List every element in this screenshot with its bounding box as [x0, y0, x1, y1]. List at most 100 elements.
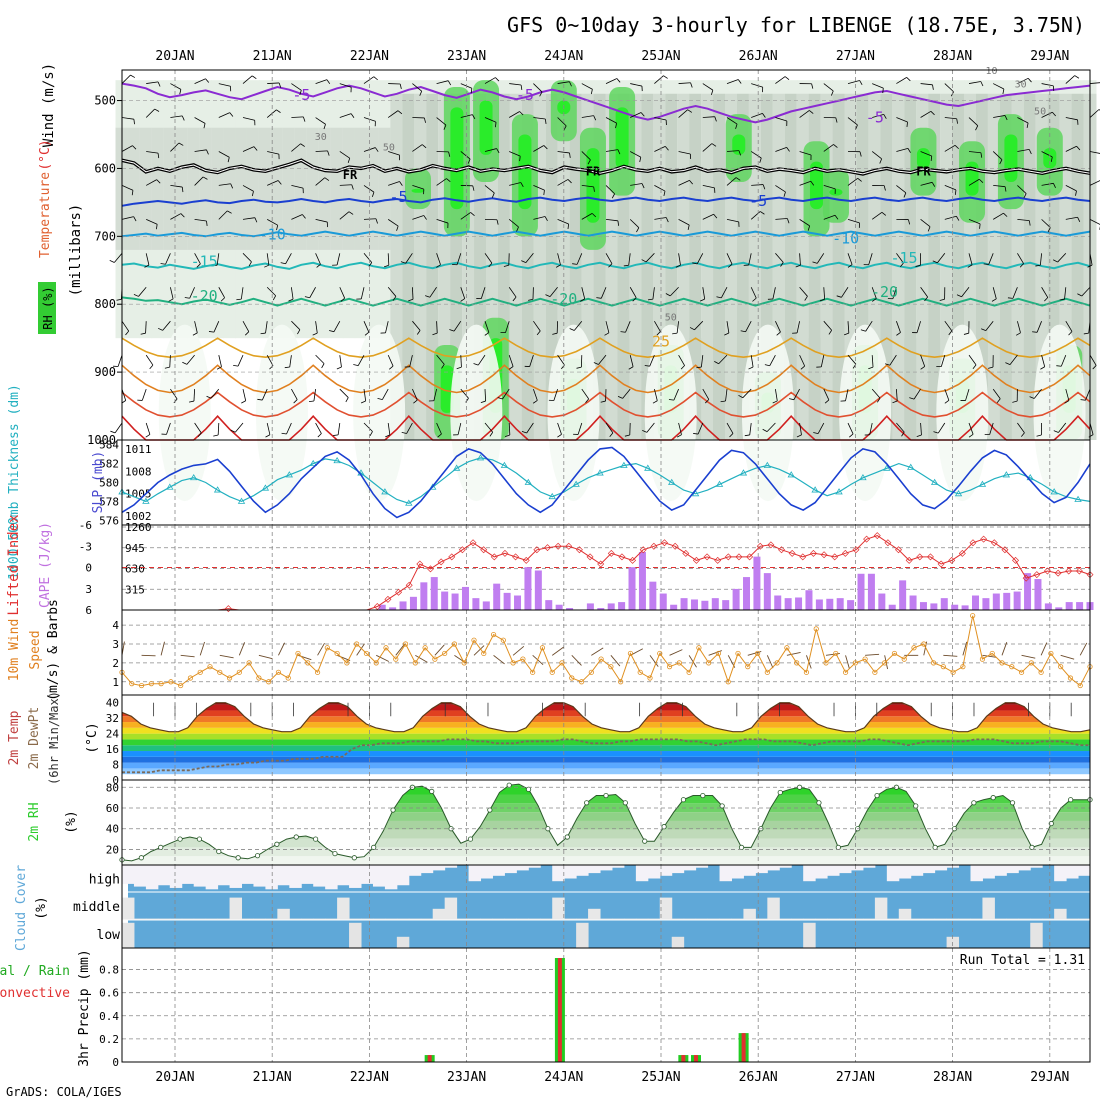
temp-band: [122, 716, 1090, 723]
ylabel-millibars: (millibars): [68, 204, 84, 297]
wind-barb: [968, 253, 973, 265]
wind-barb: [745, 321, 752, 332]
wind-barb: [218, 112, 230, 118]
wind-barb: [502, 388, 510, 400]
wind-barb-flag: [497, 397, 503, 400]
li-marker: [1033, 571, 1041, 579]
cape-bar: [493, 583, 501, 610]
wind-barb: [436, 218, 449, 224]
wind-barb-flag: [276, 225, 279, 231]
wind-barb-flag: [748, 366, 754, 370]
wind-barb: [473, 645, 485, 656]
wind-barb-flag: [447, 80, 452, 86]
cloud-clear-high: [361, 865, 374, 884]
isotherm-label: -10: [832, 229, 859, 247]
wind-barb: [989, 422, 994, 435]
thickness-marker: [524, 478, 533, 485]
thickness-marker: [883, 464, 891, 471]
wind-barb: [742, 388, 752, 398]
cloud-clear-middle: [408, 918, 422, 920]
wind-barb: [217, 423, 220, 436]
wind-barb: [412, 185, 424, 190]
rh-marker: [661, 824, 667, 830]
wind-barb: [218, 287, 225, 298]
cape-bar: [940, 598, 948, 610]
wind-barb-flag: [157, 153, 160, 159]
wind-barb: [993, 115, 1006, 118]
wind-barb-flag: [1015, 332, 1021, 336]
wind-barb: [847, 422, 854, 435]
cloud-clear-middle: [611, 918, 625, 920]
wind-barb-flag: [543, 190, 545, 196]
wind-barb-flag: [539, 91, 543, 97]
cloud-clear-high: [217, 865, 231, 886]
wind-speed-marker: [588, 669, 594, 675]
wind-barb-flag: [555, 264, 561, 268]
wind-barb: [766, 655, 774, 669]
wind-barb-flag: [1028, 149, 1032, 155]
cloud-clear-high: [1018, 865, 1031, 871]
li-marker: [809, 549, 817, 557]
cloud-clear-middle: [516, 918, 529, 920]
wind-barb: [436, 321, 438, 334]
wind-barb-flag: [369, 431, 373, 437]
wind-speed-marker: [715, 650, 722, 657]
wind-barb: [238, 642, 245, 656]
ylabel-barbs: (m/s) & Barbs: [46, 599, 61, 701]
wind-barb-flag: [762, 428, 768, 433]
cloud-clear-middle: [659, 897, 673, 920]
li-marker: [224, 605, 232, 613]
wind-speed-marker: [608, 664, 614, 670]
cloud-clear-middle: [803, 918, 816, 920]
wind-barb: [267, 151, 279, 155]
wind-barb-flag: [738, 394, 744, 399]
wind-barb-flag: [868, 366, 874, 370]
wind-barb: [382, 388, 389, 400]
wind-barb-flag: [203, 123, 206, 129]
wind-barb: [913, 388, 921, 400]
wind-barb: [628, 253, 631, 266]
cape-bar: [472, 598, 480, 610]
li-marker: [863, 535, 871, 543]
thickness-marker: [715, 480, 724, 487]
y-tick-label: 8: [112, 759, 119, 772]
rh-shade-30: [306, 127, 320, 250]
cloud-clear-middle: [898, 908, 912, 920]
rh-marker: [158, 844, 164, 850]
y-tick-label: 4: [112, 619, 119, 632]
rh-shade-90: [450, 107, 464, 210]
cape-bar: [409, 596, 417, 610]
wind-speed-marker: [197, 669, 203, 675]
wind-speed-marker: [803, 669, 810, 675]
wind-barb: [121, 320, 130, 332]
wind-barb: [965, 388, 970, 401]
wind-barb-flag: [297, 329, 301, 335]
rh-marker: [332, 850, 338, 857]
y-tick-label: 16: [106, 743, 119, 756]
wind-barb: [896, 422, 905, 433]
wind-barb-flag: [154, 108, 160, 112]
wind-speed-marker: [344, 660, 350, 666]
wind-barb: [1017, 422, 1025, 433]
rh-band: [122, 794, 1090, 804]
wind-barb: [291, 320, 301, 330]
cloud-clear-middle: [946, 918, 960, 920]
li-marker: [1012, 556, 1020, 564]
wind-speed-marker: [784, 645, 790, 651]
wind-barb: [654, 185, 666, 192]
wind-barb: [676, 321, 679, 334]
wind-barb-flag: [350, 113, 355, 118]
li-marker: [990, 539, 998, 547]
cloud-clear-middle: [600, 918, 613, 920]
isotherm-warm: [121, 337, 1091, 359]
wind-barb-flag: [351, 184, 354, 190]
wind-barb: [1039, 253, 1042, 266]
cape-bar: [753, 556, 761, 610]
cloud-clear-middle: [289, 918, 302, 920]
wind-barb: [291, 143, 301, 152]
wind-barb: [289, 355, 292, 368]
wind-barb-flag: [164, 366, 170, 369]
wind-barb: [234, 422, 244, 433]
cape-bar: [1044, 603, 1052, 610]
rh-contour-label: 10: [985, 66, 997, 77]
